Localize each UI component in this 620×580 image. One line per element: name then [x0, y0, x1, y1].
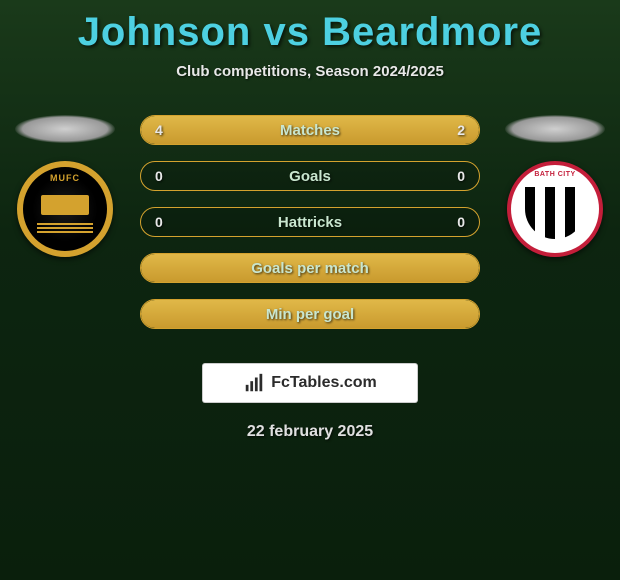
left-player-silhouette — [15, 115, 115, 143]
subtitle: Club competitions, Season 2024/2025 — [0, 63, 620, 80]
stat-value-left: 0 — [155, 214, 163, 230]
stat-bars-container: 4 2 Matches 0 0 Goals 0 0 Hattricks Goals per mat… — [140, 115, 480, 329]
page-title: Johnson vs Beardmore — [0, 0, 620, 55]
chart-icon — [243, 372, 265, 394]
left-club-badge — [17, 161, 113, 257]
stat-row-goals-per-match: Goals per match — [140, 253, 480, 283]
stats-area: 4 2 Matches 0 0 Goals 0 0 Hattricks Goals per mat… — [0, 115, 620, 345]
stat-row-hattricks: 0 0 Hattricks — [140, 207, 480, 237]
stat-value-left: 4 — [155, 122, 163, 138]
watermark-text: FcTables.com — [271, 374, 377, 392]
right-player-silhouette — [505, 115, 605, 143]
right-club-badge — [507, 161, 603, 257]
stat-value-right: 0 — [457, 168, 465, 184]
vs-text: vs — [263, 10, 310, 54]
stat-label: Matches — [280, 122, 340, 139]
date-text: 22 february 2025 — [0, 423, 620, 441]
stat-row-matches: 4 2 Matches — [140, 115, 480, 145]
badge-right-stripes-icon — [525, 187, 585, 239]
badge-left-lion-icon — [41, 195, 89, 215]
right-player-name: Beardmore — [322, 10, 542, 54]
stat-label: Hattricks — [278, 214, 342, 231]
stat-row-goals: 0 0 Goals — [140, 161, 480, 191]
stat-value-right: 2 — [457, 122, 465, 138]
left-player-column — [10, 115, 120, 257]
stat-value-right: 0 — [457, 214, 465, 230]
stat-value-left: 0 — [155, 168, 163, 184]
badge-left-waves-icon — [37, 221, 93, 233]
right-player-column — [500, 115, 610, 257]
stat-label: Goals per match — [251, 260, 369, 277]
stat-label: Min per goal — [266, 306, 354, 323]
left-player-name: Johnson — [78, 10, 252, 54]
watermark: FcTables.com — [202, 363, 418, 403]
stat-label: Goals — [289, 168, 331, 185]
stat-row-min-per-goal: Min per goal — [140, 299, 480, 329]
